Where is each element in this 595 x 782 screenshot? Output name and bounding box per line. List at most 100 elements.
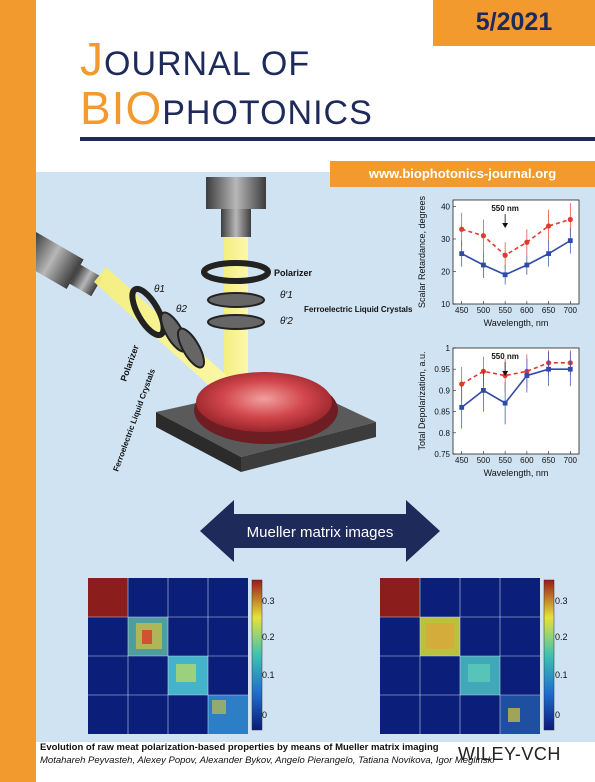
x-tick-label: 550: [498, 456, 512, 465]
depolarization-chart: 450 500 550 600 650 700 0.75 0.8 0.85 0.9 0.95 1 Wav…: [417, 344, 580, 478]
colorbar-left-tick-0: 0.3: [262, 596, 275, 606]
y-tick-label: 0.95: [434, 365, 450, 374]
top-crystal-2: [207, 314, 265, 330]
data-point: [567, 216, 573, 223]
publisher-logo: WILEY-VCH: [458, 744, 561, 764]
sample-stage-side: [241, 422, 376, 472]
series-line: [461, 362, 571, 385]
x-axis-label: Wavelength, nm: [484, 318, 549, 328]
y-tick-label: 1: [446, 344, 451, 353]
label-theta2-prime: θ′2: [280, 316, 293, 327]
optical-setup-illustration: Polarizer θ′1 θ′2 Ferroelectric Liquid C…: [36, 177, 413, 473]
plot-area: [452, 347, 580, 455]
y-axis-label: Scalar Retardance, degrees: [417, 195, 427, 308]
data-point: [567, 366, 573, 372]
annotation-label: 550 nm: [491, 204, 519, 213]
colorbar-right-tick-2: 0.1: [555, 670, 568, 680]
article-authors: Motahareh Peyvasteh, Alexey Popov, Alexa…: [40, 755, 495, 766]
data-point: [459, 404, 465, 410]
data-point: [481, 388, 486, 393]
x-tick-label: 700: [564, 456, 578, 465]
x-axis-label: Wavelength, nm: [484, 468, 549, 478]
data-point: [459, 251, 465, 257]
y-tick-label: 30: [441, 235, 450, 244]
x-tick-label: 600: [520, 306, 534, 315]
label-theta2: θ2: [176, 304, 187, 315]
label-flc-top: Ferroelectric Liquid Crystals: [304, 305, 413, 314]
journal-title-line1: JOURNAL OF: [80, 36, 310, 82]
data-point: [502, 272, 508, 278]
data-point: [481, 262, 486, 268]
journal-title-rest: OURNAL OF: [104, 45, 311, 83]
label-theta1: θ1: [154, 284, 165, 295]
top-crystal-1: [207, 292, 265, 308]
website-url[interactable]: www.biophotonics-journal.org: [368, 166, 557, 181]
data-point: [502, 252, 508, 258]
data-point: [459, 381, 465, 387]
y-tick-label: 40: [441, 203, 450, 212]
top-polarizer-ring: [201, 260, 271, 284]
x-tick-label: 450: [455, 306, 469, 315]
data-point: [480, 233, 487, 239]
mueller-matrix-image-right: [380, 578, 555, 734]
y-tick-label: 0.8: [439, 429, 451, 438]
label-polarizer-top: Polarizer: [274, 268, 313, 278]
issue-badge: [433, 0, 595, 46]
series-line: [461, 239, 571, 276]
data-point: [545, 223, 552, 229]
data-point: [524, 373, 530, 378]
meat-sample: [196, 372, 332, 432]
data-point: [502, 400, 508, 406]
data-point: [459, 226, 465, 232]
article-title: Evolution of raw meat polarization-based…: [40, 742, 439, 753]
label-theta1-prime: θ′1: [280, 290, 293, 301]
x-tick-label: 700: [564, 306, 578, 315]
left-source: [36, 232, 103, 297]
top-source-housing: [206, 177, 266, 209]
x-tick-label: 600: [520, 456, 534, 465]
mueller-matrix-image-left: [88, 578, 263, 734]
y-axis-label: Total Depolarization, a.u.: [417, 351, 427, 450]
journal-title-photonics: PHOTONICS: [162, 94, 373, 132]
data-point: [546, 251, 551, 257]
series-line: [461, 368, 571, 408]
x-tick-label: 500: [477, 306, 491, 315]
data-point: [546, 366, 551, 372]
sample-stage-front: [156, 412, 241, 472]
y-tick-label: 0.9: [439, 386, 451, 395]
journal-title-initial: J: [80, 33, 104, 85]
journal-title-line2: BIOPHOTONICS: [80, 85, 373, 131]
journal-title-bio: BIO: [80, 82, 163, 134]
colorbar-left-tick-3: 0: [262, 710, 268, 720]
colorbar-left-tick-1: 0.2: [262, 632, 275, 642]
data-point: [524, 262, 530, 268]
data-point: [524, 239, 530, 245]
banner-double-arrow: [200, 500, 440, 562]
top-source-nozzle: [221, 209, 251, 237]
label-flc-left: Ferroelectric Liquid Crystals: [111, 367, 157, 473]
issue-number: 5/2021: [475, 8, 553, 36]
y-tick-label: 20: [441, 268, 450, 277]
annotation-arrowhead: [502, 371, 509, 376]
website-badge: [330, 161, 595, 187]
data-point: [567, 238, 573, 244]
series-line: [461, 218, 571, 257]
banner-text: Mueller matrix images: [246, 524, 394, 541]
x-tick-label: 500: [477, 456, 491, 465]
y-tick-label: 0.75: [434, 450, 450, 459]
retardance-chart: 450 500 550 600 650 700 10 20 30 40 Wavelength, nm…: [417, 195, 580, 328]
y-tick-label: 10: [441, 300, 450, 309]
cover-spine-bar: [0, 0, 36, 782]
y-tick-label: 0.85: [434, 408, 450, 417]
left-polarizer-ring: [129, 285, 167, 339]
colorbar-right-tick-1: 0.2: [555, 632, 568, 642]
double-arrow-icon: [200, 500, 440, 562]
x-tick-label: 650: [542, 306, 556, 315]
annotation-arrowhead: [502, 223, 509, 228]
plot-area: [452, 199, 580, 305]
x-tick-label: 650: [542, 456, 556, 465]
footer: [36, 742, 595, 782]
annotation-label: 550 nm: [491, 352, 519, 361]
title-divider: [80, 137, 595, 141]
left-crystal-2: [177, 327, 205, 369]
